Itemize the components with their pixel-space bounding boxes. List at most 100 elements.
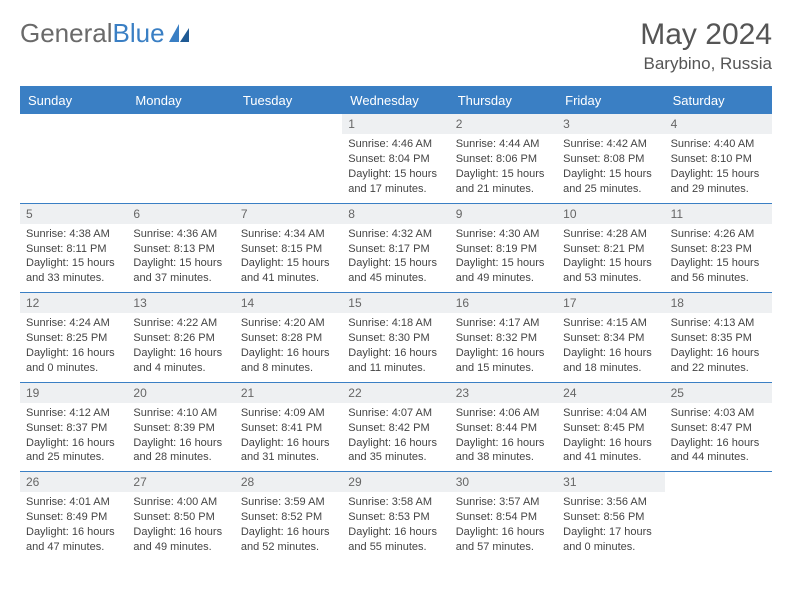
calendar-cell: 15Sunrise: 4:18 AMSunset: 8:30 PMDayligh… <box>342 292 449 382</box>
daylight-text: Daylight: 15 hours <box>348 256 443 271</box>
day-number: 16 <box>450 293 557 313</box>
daylight-text: and 57 minutes. <box>456 540 551 555</box>
sunrise-text: Sunrise: 4:20 AM <box>241 316 336 331</box>
sunrise-text: Sunrise: 4:34 AM <box>241 227 336 242</box>
daylight-text: Daylight: 16 hours <box>133 346 228 361</box>
sunset-text: Sunset: 8:50 PM <box>133 510 228 525</box>
day-number: 28 <box>235 472 342 492</box>
calendar-cell: 23Sunrise: 4:06 AMSunset: 8:44 PMDayligh… <box>450 382 557 472</box>
daylight-text: and 33 minutes. <box>26 271 121 286</box>
daylight-text: and 29 minutes. <box>671 182 766 197</box>
sunrise-text: Sunrise: 4:26 AM <box>671 227 766 242</box>
dow-header: Monday <box>127 88 234 113</box>
day-number: 5 <box>20 204 127 224</box>
daylight-text: Daylight: 16 hours <box>241 346 336 361</box>
sunrise-text: Sunrise: 3:59 AM <box>241 495 336 510</box>
sunrise-text: Sunrise: 3:57 AM <box>456 495 551 510</box>
sunrise-text: Sunrise: 4:46 AM <box>348 137 443 152</box>
day-number: 3 <box>557 114 664 134</box>
calendar-cell: 1Sunrise: 4:46 AMSunset: 8:04 PMDaylight… <box>342 113 449 203</box>
daylight-text: Daylight: 15 hours <box>133 256 228 271</box>
daylight-text: Daylight: 15 hours <box>671 167 766 182</box>
sunrise-text: Sunrise: 4:36 AM <box>133 227 228 242</box>
daylight-text: and 56 minutes. <box>671 271 766 286</box>
header: GeneralBlue May 2024 Barybino, Russia <box>20 18 772 74</box>
daylight-text: Daylight: 16 hours <box>348 436 443 451</box>
daylight-text: Daylight: 16 hours <box>26 525 121 540</box>
daylight-text: and 4 minutes. <box>133 361 228 376</box>
daylight-text: and 49 minutes. <box>456 271 551 286</box>
day-number: 26 <box>20 472 127 492</box>
daylight-text: Daylight: 15 hours <box>241 256 336 271</box>
sunrise-text: Sunrise: 4:13 AM <box>671 316 766 331</box>
calendar-cell: 9Sunrise: 4:30 AMSunset: 8:19 PMDaylight… <box>450 203 557 293</box>
calendar-cell: 4Sunrise: 4:40 AMSunset: 8:10 PMDaylight… <box>665 113 772 203</box>
day-number: 13 <box>127 293 234 313</box>
daylight-text: Daylight: 15 hours <box>456 256 551 271</box>
sunset-text: Sunset: 8:11 PM <box>26 242 121 257</box>
daylight-text: Daylight: 15 hours <box>348 167 443 182</box>
day-number: 9 <box>450 204 557 224</box>
sunrise-text: Sunrise: 4:00 AM <box>133 495 228 510</box>
calendar-cell: 18Sunrise: 4:13 AMSunset: 8:35 PMDayligh… <box>665 292 772 382</box>
day-number: 1 <box>342 114 449 134</box>
daylight-text: Daylight: 16 hours <box>26 346 121 361</box>
calendar-cell <box>665 471 772 561</box>
sunset-text: Sunset: 8:37 PM <box>26 421 121 436</box>
sunset-text: Sunset: 8:25 PM <box>26 331 121 346</box>
brand-part2: Blue <box>113 18 165 49</box>
location-label: Barybino, Russia <box>640 54 772 74</box>
calendar-cell: 3Sunrise: 4:42 AMSunset: 8:08 PMDaylight… <box>557 113 664 203</box>
calendar-cell: 14Sunrise: 4:20 AMSunset: 8:28 PMDayligh… <box>235 292 342 382</box>
sunrise-text: Sunrise: 4:07 AM <box>348 406 443 421</box>
day-number: 31 <box>557 472 664 492</box>
daylight-text: Daylight: 15 hours <box>26 256 121 271</box>
sunset-text: Sunset: 8:13 PM <box>133 242 228 257</box>
daylight-text: and 47 minutes. <box>26 540 121 555</box>
sunrise-text: Sunrise: 4:32 AM <box>348 227 443 242</box>
day-number: 19 <box>20 383 127 403</box>
daylight-text: and 37 minutes. <box>133 271 228 286</box>
daylight-text: and 44 minutes. <box>671 450 766 465</box>
calendar-cell: 25Sunrise: 4:03 AMSunset: 8:47 PMDayligh… <box>665 382 772 472</box>
daylight-text: and 25 minutes. <box>563 182 658 197</box>
daylight-text: Daylight: 16 hours <box>563 436 658 451</box>
calendar-cell: 13Sunrise: 4:22 AMSunset: 8:26 PMDayligh… <box>127 292 234 382</box>
daylight-text: Daylight: 16 hours <box>671 346 766 361</box>
sunrise-text: Sunrise: 4:01 AM <box>26 495 121 510</box>
calendar-cell: 20Sunrise: 4:10 AMSunset: 8:39 PMDayligh… <box>127 382 234 472</box>
daylight-text: and 0 minutes. <box>26 361 121 376</box>
calendar-cell: 5 Sunrise: 4:38 AMSunset: 8:11 PMDaylight… <box>20 203 127 293</box>
daylight-text: and 18 minutes. <box>563 361 658 376</box>
daylight-text: Daylight: 16 hours <box>133 525 228 540</box>
title-block: May 2024 Barybino, Russia <box>640 18 772 74</box>
sunset-text: Sunset: 8:45 PM <box>563 421 658 436</box>
day-number: 29 <box>342 472 449 492</box>
sunset-text: Sunset: 8:21 PM <box>563 242 658 257</box>
sunrise-text: Sunrise: 4:40 AM <box>671 137 766 152</box>
daylight-text: Daylight: 16 hours <box>241 436 336 451</box>
calendar-grid: SundayMondayTuesdayWednesdayThursdayFrid… <box>20 88 772 561</box>
sunset-text: Sunset: 8:39 PM <box>133 421 228 436</box>
calendar-cell: 12Sunrise: 4:24 AMSunset: 8:25 PMDayligh… <box>20 292 127 382</box>
daylight-text: and 55 minutes. <box>348 540 443 555</box>
daylight-text: and 41 minutes. <box>241 271 336 286</box>
calendar-cell: 17Sunrise: 4:15 AMSunset: 8:34 PMDayligh… <box>557 292 664 382</box>
daylight-text: Daylight: 16 hours <box>241 525 336 540</box>
calendar-cell <box>20 113 127 203</box>
day-number: 6 <box>127 204 234 224</box>
sunset-text: Sunset: 8:17 PM <box>348 242 443 257</box>
sunrise-text: Sunrise: 4:10 AM <box>133 406 228 421</box>
day-number: 21 <box>235 383 342 403</box>
daylight-text: Daylight: 16 hours <box>26 436 121 451</box>
flag-icon <box>169 18 195 49</box>
sunrise-text: Sunrise: 4:17 AM <box>456 316 551 331</box>
sunset-text: Sunset: 8:32 PM <box>456 331 551 346</box>
sunrise-text: Sunrise: 3:56 AM <box>563 495 658 510</box>
sunrise-text: Sunrise: 4:38 AM <box>26 227 121 242</box>
sunset-text: Sunset: 8:08 PM <box>563 152 658 167</box>
day-number: 14 <box>235 293 342 313</box>
daylight-text: Daylight: 16 hours <box>671 436 766 451</box>
daylight-text: Daylight: 16 hours <box>563 346 658 361</box>
daylight-text: and 22 minutes. <box>671 361 766 376</box>
